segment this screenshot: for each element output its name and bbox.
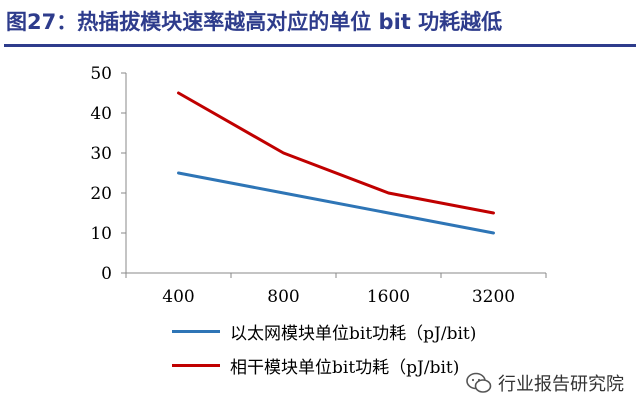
y-tick-label: 10 (90, 224, 112, 244)
x-tick-label: 800 (267, 287, 299, 307)
legend-label-coherent: 相干模块单位bit功耗（pJ/bit) (230, 357, 460, 378)
wechat-official-account-icon (466, 372, 492, 393)
title-underline (4, 44, 636, 47)
x-tick-label: 1600 (367, 287, 410, 307)
y-tick-label: 50 (90, 64, 112, 84)
series-line-coherent (177, 91, 495, 215)
x-tick-label: 3200 (472, 287, 515, 307)
x-tick-label: 400 (162, 287, 194, 307)
y-tick-label: 40 (90, 104, 112, 124)
legend-swatch-coherent (172, 363, 220, 367)
legend-label-ethernet: 以太网模块单位bit功耗（pJ/bit) (230, 323, 477, 344)
legend-swatch-ethernet (172, 329, 220, 333)
y-tick-label: 30 (90, 144, 112, 164)
chart-legend: 以太网模块单位bit功耗（pJ/bit) 相干模块单位bit功耗（pJ/bit) (172, 320, 476, 388)
y-tick-label: 0 (101, 264, 112, 284)
watermark: 行业报告研究院 (462, 368, 628, 398)
watermark-text: 行业报告研究院 (498, 374, 624, 395)
series-line-ethernet (177, 171, 495, 235)
y-tick-label: 20 (90, 184, 112, 204)
figure-title: 图27：热插拔模块速率越高对应的单位 bit 功耗越低 (6, 10, 503, 34)
legend-item-coherent: 相干模块单位bit功耗（pJ/bit) (172, 354, 476, 378)
legend-item-ethernet: 以太网模块单位bit功耗（pJ/bit) (172, 320, 477, 344)
